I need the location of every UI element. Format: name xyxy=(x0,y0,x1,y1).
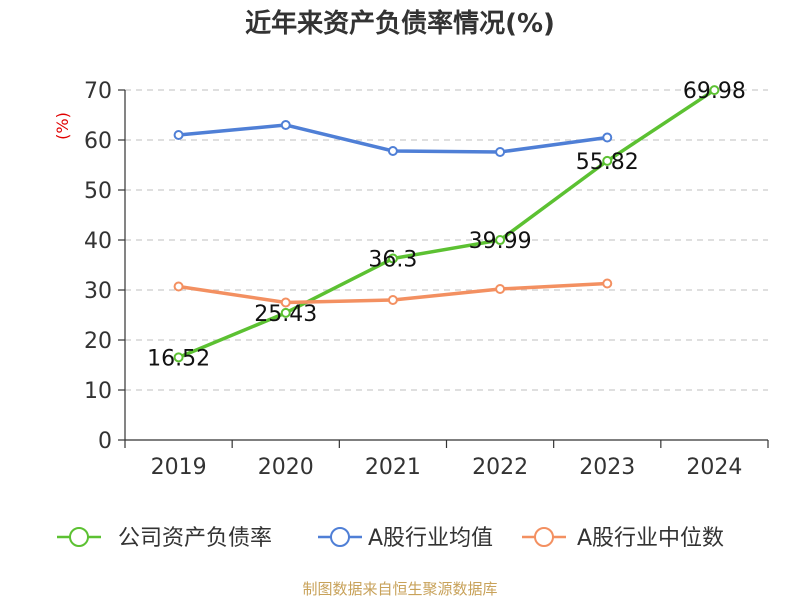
y-tick-label: 40 xyxy=(84,229,112,254)
data-point xyxy=(709,85,720,96)
y-axis-label: (%) xyxy=(53,112,72,140)
data-label: 69.98 xyxy=(683,79,746,104)
x-tick-label: 2019 xyxy=(151,455,207,480)
y-tick-label: 0 xyxy=(98,429,112,454)
y-tick-label: 70 xyxy=(84,79,112,104)
data-point xyxy=(495,284,506,294)
data-point xyxy=(387,253,398,264)
legend-label: A股行业均值 xyxy=(368,526,493,551)
y-tick-label: 20 xyxy=(84,329,112,354)
data-point xyxy=(387,295,398,305)
x-tick-label: 2021 xyxy=(365,455,421,480)
data-point xyxy=(495,235,506,246)
y-tick-label: 50 xyxy=(84,179,112,204)
y-tick-label: 30 xyxy=(84,279,112,304)
data-point xyxy=(173,352,184,363)
data-point xyxy=(280,297,291,308)
legend-item-2: A股行业中位数 xyxy=(522,526,724,551)
x-tick-label: 2024 xyxy=(686,455,742,480)
legend-label: A股行业中位数 xyxy=(577,526,724,551)
legend-marker xyxy=(534,527,554,547)
series-1 xyxy=(173,120,613,157)
data-point xyxy=(602,155,613,166)
data-point xyxy=(602,278,613,289)
series-line xyxy=(176,88,717,360)
legend-item-0: 公司资产负债率 xyxy=(57,526,272,551)
x-tick-label: 2020 xyxy=(258,455,314,480)
series-0 xyxy=(173,85,720,363)
legend-marker xyxy=(69,527,89,547)
x-tick-label: 2022 xyxy=(472,455,528,480)
series-group xyxy=(173,85,720,363)
chart-title: 近年来资产负债率情况(%) xyxy=(245,8,555,39)
axes: 0 10 20 30 40 50 60 70 2019 2020 2021 2022 2023 2024 xyxy=(84,79,769,480)
data-labels: 16.52 25.43 36.3 39.99 55.82 69.98 xyxy=(147,79,746,371)
data-point xyxy=(280,120,291,130)
data-label: 39.99 xyxy=(469,229,532,254)
legend-label: 公司资产负债率 xyxy=(118,526,272,551)
series-2 xyxy=(173,278,613,308)
data-point xyxy=(173,281,184,292)
data-label: 55.82 xyxy=(576,150,639,175)
y-tick-label: 60 xyxy=(84,129,112,154)
y-tick-label: 10 xyxy=(84,379,112,404)
x-tick-label: 2023 xyxy=(579,455,635,480)
data-label: 36.3 xyxy=(368,248,417,273)
grid-lines xyxy=(125,89,768,391)
data-point xyxy=(173,130,184,140)
data-point xyxy=(387,146,398,156)
data-point xyxy=(280,307,291,318)
data-label: 25.43 xyxy=(254,302,317,327)
data-label: 16.52 xyxy=(147,346,210,371)
source-note: 制图数据来自恒生聚源数据库 xyxy=(302,580,497,598)
legend-item-1: A股行业均值 xyxy=(318,526,493,551)
data-point xyxy=(602,132,613,143)
data-point xyxy=(495,147,506,157)
legend-marker xyxy=(330,527,350,547)
legend: 公司资产负债率 A股行业均值 A股行业中位数 xyxy=(57,526,724,551)
